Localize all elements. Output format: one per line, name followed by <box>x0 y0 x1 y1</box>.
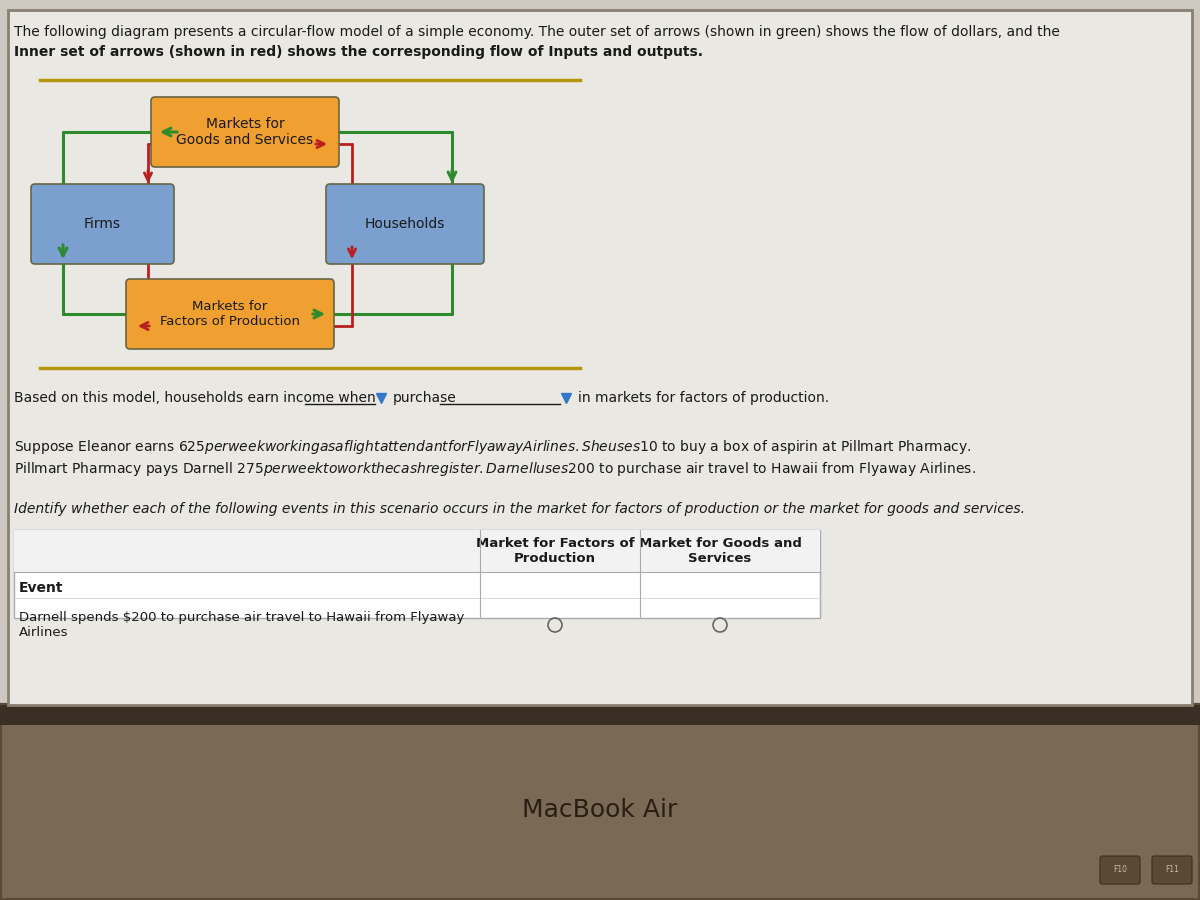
FancyBboxPatch shape <box>151 97 340 167</box>
FancyBboxPatch shape <box>0 705 1200 900</box>
Text: F11: F11 <box>1165 866 1178 875</box>
Text: Market for Factors of
Production: Market for Factors of Production <box>475 537 635 565</box>
Text: F10: F10 <box>1114 866 1127 875</box>
FancyBboxPatch shape <box>14 530 820 618</box>
Text: Event: Event <box>19 581 64 595</box>
Text: Airlines: Airlines <box>19 626 68 640</box>
Text: purchase: purchase <box>394 391 457 405</box>
Text: MacBook Air: MacBook Air <box>522 798 678 822</box>
Text: Firms: Firms <box>84 217 121 231</box>
FancyBboxPatch shape <box>14 530 820 572</box>
Text: Darnell spends $200 to purchase air travel to Hawaii from Flyaway: Darnell spends $200 to purchase air trav… <box>19 610 464 624</box>
FancyBboxPatch shape <box>126 279 334 349</box>
Text: Suppose Eleanor earns $625 per week working as a flight attendant for Flyaway Ai: Suppose Eleanor earns $625 per week work… <box>14 438 972 456</box>
Text: Based on this model, households earn income when: Based on this model, households earn inc… <box>14 391 376 405</box>
FancyBboxPatch shape <box>31 184 174 264</box>
Text: The following diagram presents a circular-flow model of a simple economy. The ou: The following diagram presents a circula… <box>14 25 1060 39</box>
FancyBboxPatch shape <box>1152 856 1192 884</box>
FancyBboxPatch shape <box>1100 856 1140 884</box>
Text: Market for Goods and
Services: Market for Goods and Services <box>638 537 802 565</box>
FancyBboxPatch shape <box>8 10 1192 705</box>
Text: Identify whether each of the following events in this scenario occurs in the mar: Identify whether each of the following e… <box>14 502 1025 516</box>
Text: in markets for factors of production.: in markets for factors of production. <box>578 391 829 405</box>
Text: Markets for
Goods and Services: Markets for Goods and Services <box>176 117 313 147</box>
Text: Inner set of arrows (shown in red) shows the corresponding flow of Inputs and ou: Inner set of arrows (shown in red) shows… <box>14 45 703 59</box>
Text: Pillmart Pharmacy pays Darnell $275 per week to work the cash register. Darnell : Pillmart Pharmacy pays Darnell $275 per … <box>14 460 976 478</box>
FancyBboxPatch shape <box>326 184 484 264</box>
FancyBboxPatch shape <box>0 705 1200 725</box>
Text: Households: Households <box>365 217 445 231</box>
Text: Markets for
Factors of Production: Markets for Factors of Production <box>160 300 300 328</box>
